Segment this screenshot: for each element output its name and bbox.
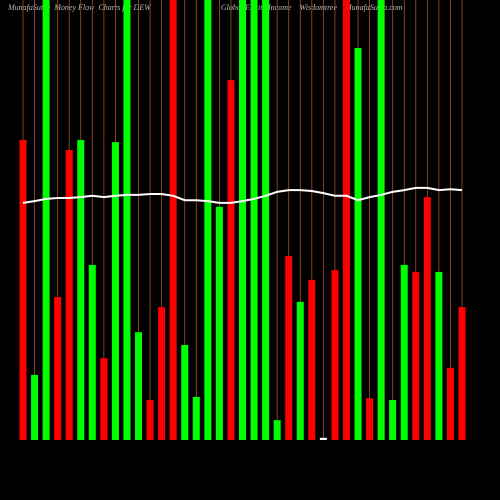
bar <box>100 358 108 440</box>
bar <box>181 344 189 440</box>
bar <box>111 142 119 440</box>
bar <box>331 270 339 440</box>
bar <box>366 398 374 440</box>
bar <box>169 0 177 440</box>
bar <box>319 437 327 440</box>
bar <box>458 307 466 440</box>
bar <box>31 374 39 440</box>
bar <box>19 139 27 441</box>
bar <box>389 399 397 440</box>
bar <box>65 150 73 441</box>
bar <box>273 420 281 440</box>
bar <box>158 307 166 440</box>
bar <box>262 0 270 440</box>
bar <box>412 271 420 440</box>
bar <box>377 0 385 440</box>
bar <box>446 367 454 440</box>
bar <box>123 0 131 440</box>
bar <box>77 139 85 441</box>
bar <box>146 399 154 440</box>
bar <box>250 0 258 440</box>
bar <box>354 47 362 441</box>
bar <box>342 0 350 440</box>
bar <box>285 256 293 440</box>
bar <box>192 396 200 440</box>
bar <box>400 264 408 440</box>
bar <box>42 0 50 440</box>
bar <box>308 279 316 440</box>
bar <box>239 0 246 440</box>
bar <box>215 206 223 440</box>
bar <box>435 271 443 440</box>
bar <box>204 0 212 440</box>
bar <box>135 332 143 440</box>
bar <box>227 80 235 440</box>
bar <box>54 297 62 440</box>
bar <box>88 264 96 440</box>
flow-line <box>22 186 463 204</box>
bar <box>423 197 431 440</box>
bar <box>296 301 304 440</box>
